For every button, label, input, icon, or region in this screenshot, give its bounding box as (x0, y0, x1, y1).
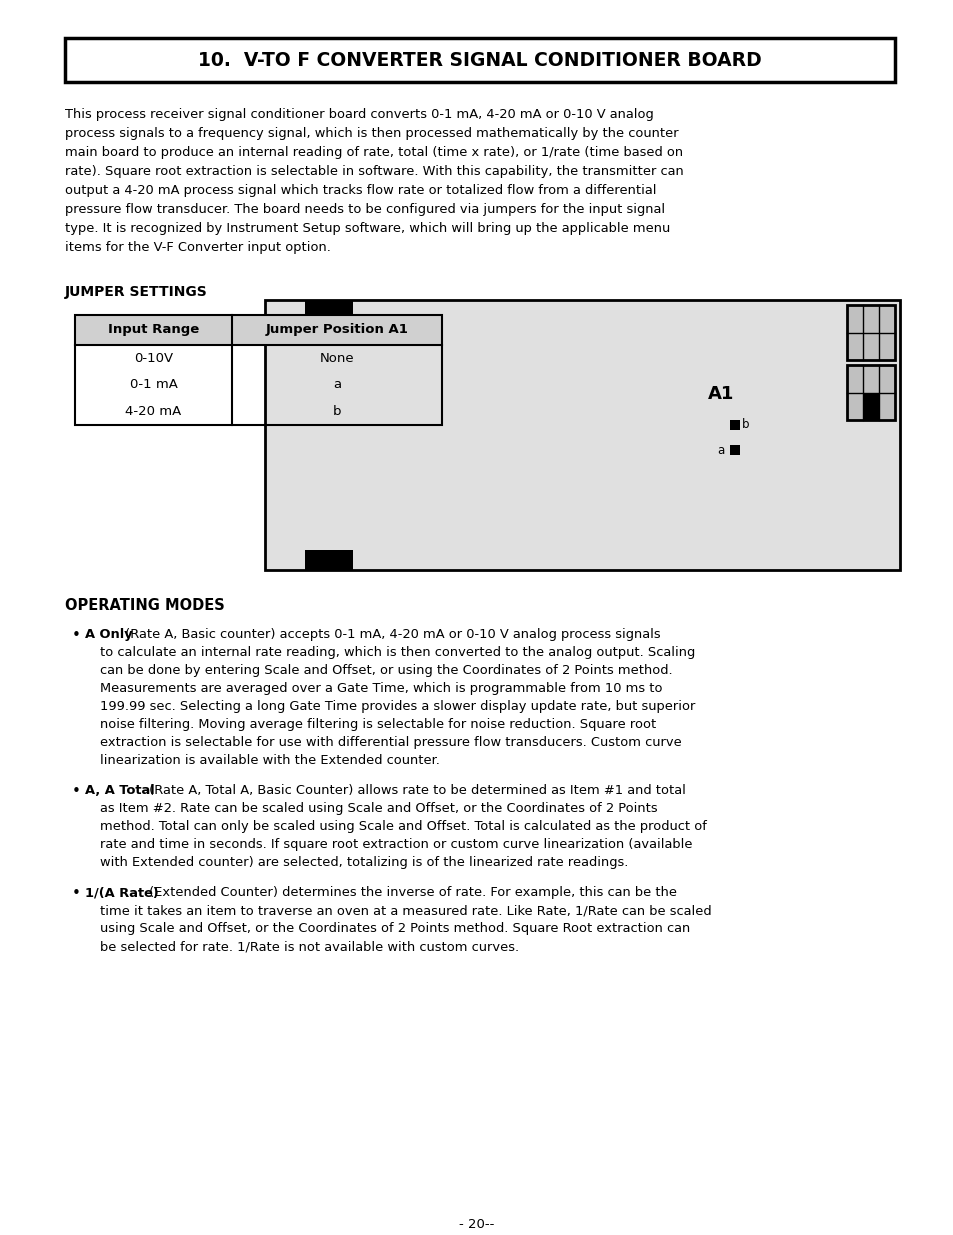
Text: •: • (71, 885, 81, 902)
Text: method. Total can only be scaled using Scale and Offset. Total is calculated as : method. Total can only be scaled using S… (100, 820, 706, 832)
Text: main board to produce an internal reading of rate, total (time x rate), or 1/rat: main board to produce an internal readin… (65, 146, 682, 159)
Text: pressure flow transducer. The board needs to be configured via jumpers for the i: pressure flow transducer. The board need… (65, 203, 664, 216)
Text: OPERATING MODES: OPERATING MODES (65, 598, 225, 613)
Text: (Rate A, Total A, Basic Counter) allows rate to be determined as Item #1 and tot: (Rate A, Total A, Basic Counter) allows … (146, 784, 685, 797)
Text: 10.  V-TO F CONVERTER SIGNAL CONDITIONER BOARD: 10. V-TO F CONVERTER SIGNAL CONDITIONER … (198, 51, 761, 69)
Text: None: None (319, 352, 354, 364)
Text: extraction is selectable for use with differential pressure flow transducers. Cu: extraction is selectable for use with di… (100, 736, 681, 748)
Text: output a 4-20 mA process signal which tracks flow rate or totalized flow from a : output a 4-20 mA process signal which tr… (65, 184, 656, 198)
Text: as Item #2. Rate can be scaled using Scale and Offset, or the Coordinates of 2 P: as Item #2. Rate can be scaled using Sca… (100, 802, 657, 815)
Text: to calculate an internal rate reading, which is then converted to the analog out: to calculate an internal rate reading, w… (100, 646, 695, 659)
Text: 4-20 mA: 4-20 mA (125, 405, 181, 419)
Bar (75, 315, 441, 345)
Text: time it takes an item to traverse an oven at a measured rate. Like Rate, 1/Rate : time it takes an item to traverse an ove… (100, 904, 711, 918)
Text: A, A Total: A, A Total (85, 784, 154, 797)
Text: process signals to a frequency signal, which is then processed mathematically by: process signals to a frequency signal, w… (65, 127, 678, 140)
Text: A Only: A Only (85, 629, 132, 641)
Bar (305, 300, 353, 317)
Text: (Extended Counter) determines the inverse of rate. For example, this can be the: (Extended Counter) determines the invers… (146, 885, 677, 899)
Text: 199.99 sec. Selecting a long Gate Time provides a slower display update rate, bu: 199.99 sec. Selecting a long Gate Time p… (100, 700, 695, 713)
Bar (729, 445, 740, 454)
Text: with Extended counter) are selected, totalizing is of the linearized rate readin: with Extended counter) are selected, tot… (100, 856, 628, 869)
Text: b: b (333, 405, 341, 419)
Text: 0-10V: 0-10V (133, 352, 172, 364)
Text: a: a (333, 378, 341, 391)
Text: - 20--: - 20-- (458, 1218, 495, 1231)
Bar (75, 315, 441, 425)
Text: JUMPER SETTINGS: JUMPER SETTINGS (65, 285, 208, 299)
Text: items for the V-F Converter input option.: items for the V-F Converter input option… (65, 241, 331, 254)
Text: Measurements are averaged over a Gate Time, which is programmable from 10 ms to: Measurements are averaged over a Gate Ti… (100, 682, 661, 695)
Bar (65, 38, 894, 82)
Text: (Rate A, Basic counter) accepts 0-1 mA, 4-20 mA or 0-10 V analog process signals: (Rate A, Basic counter) accepts 0-1 mA, … (121, 629, 660, 641)
Text: This process receiver signal conditioner board converts 0-1 mA, 4-20 mA or 0-10 : This process receiver signal conditioner… (65, 107, 653, 121)
Bar (846, 366, 894, 420)
Text: 0-1 mA: 0-1 mA (130, 378, 177, 391)
Text: noise filtering. Moving average filtering is selectable for noise reduction. Squ: noise filtering. Moving average filterin… (100, 718, 656, 731)
Text: b: b (741, 419, 749, 431)
Bar (305, 550, 353, 571)
Text: linearization is available with the Extended counter.: linearization is available with the Exte… (100, 755, 439, 767)
Text: type. It is recognized by Instrument Setup software, which will bring up the app: type. It is recognized by Instrument Set… (65, 222, 670, 235)
Bar (729, 420, 740, 430)
Text: Input Range: Input Range (108, 324, 199, 336)
Text: be selected for rate. 1/Rate is not available with custom curves.: be selected for rate. 1/Rate is not avai… (100, 940, 518, 953)
Bar (862, 393, 878, 420)
Bar (846, 305, 894, 359)
Text: using Scale and Offset, or the Coordinates of 2 Points method. Square Root extra: using Scale and Offset, or the Coordinat… (100, 923, 690, 935)
Text: rate and time in seconds. If square root extraction or custom curve linearizatio: rate and time in seconds. If square root… (100, 839, 692, 851)
Text: 1/(A Rate): 1/(A Rate) (85, 885, 158, 899)
Text: can be done by entering Scale and Offset, or using the Coordinates of 2 Points m: can be done by entering Scale and Offset… (100, 664, 672, 677)
Text: Jumper Position A1: Jumper Position A1 (265, 324, 408, 336)
Text: a: a (717, 443, 723, 457)
Text: A1: A1 (707, 385, 734, 403)
Text: •: • (71, 784, 81, 799)
Text: rate). Square root extraction is selectable in software. With this capability, t: rate). Square root extraction is selecta… (65, 165, 683, 178)
Bar (265, 300, 899, 571)
Text: •: • (71, 629, 81, 643)
